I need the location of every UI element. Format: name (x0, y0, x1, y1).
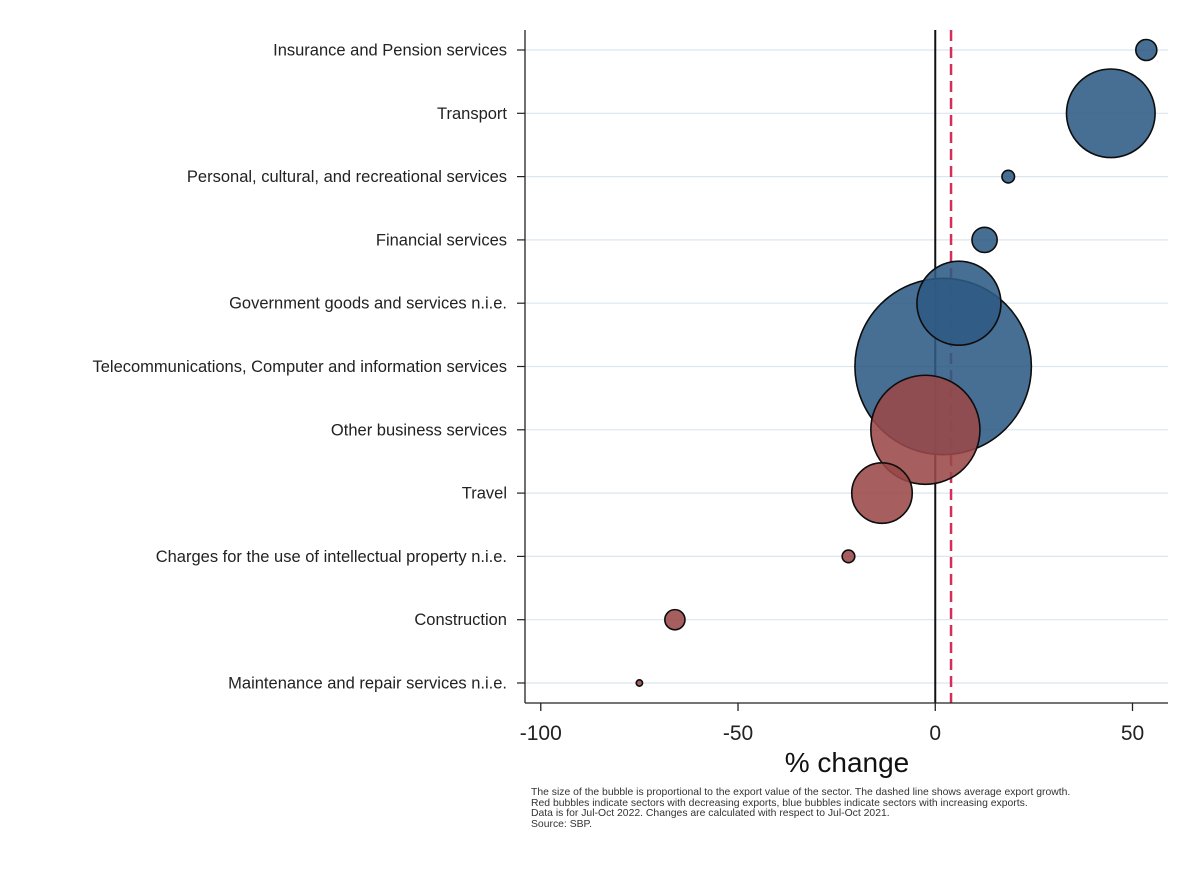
bubble (664, 608, 686, 631)
note-line: Source: SBP. (531, 818, 593, 830)
gridlines (525, 49, 1168, 684)
category-label: Insurance and Pension services (273, 42, 507, 60)
category-label: Government goods and services n.i.e. (229, 295, 507, 313)
category-label: Other business services (331, 421, 507, 439)
bubble (1001, 169, 1016, 184)
category-label: Transport (437, 105, 507, 123)
category-label: Telecommunications, Computer and informa… (92, 358, 507, 376)
axes: -100 -50 0 50 (517, 30, 1168, 745)
note-line: Data is for Jul-Oct 2022. Changes are ca… (531, 808, 890, 820)
category-label: Financial services (376, 231, 507, 249)
category-label: Construction (414, 611, 507, 629)
bubble (971, 226, 998, 254)
bubble (916, 260, 1002, 347)
x-tick-label: 50 (1121, 722, 1144, 745)
bubble (870, 374, 981, 486)
bubble (841, 549, 856, 564)
bubble (1135, 38, 1158, 62)
x-tick-label: -100 (520, 722, 562, 745)
note-line: The size of the bubble is proportional t… (531, 787, 1071, 798)
category-labels: Insurance and Pension services Transport P… (92, 42, 507, 693)
category-label: Personal, cultural, and recreational ser… (187, 168, 507, 186)
bubble (1065, 68, 1156, 159)
chart-notes: The size of the bubble is proportional t… (531, 787, 1199, 830)
category-label: Travel (462, 485, 507, 503)
bubble (635, 679, 644, 687)
x-tick-label: 0 (929, 722, 941, 745)
bubbles (635, 38, 1158, 687)
note-line: Red bubbles indicate sectors with decrea… (531, 797, 1028, 809)
x-axis-title: % change (785, 747, 910, 778)
bubble (850, 462, 914, 525)
category-label: Maintenance and repair services n.i.e. (228, 675, 507, 693)
x-tick-label: -50 (723, 722, 753, 745)
category-label: Charges for the use of intellectual prop… (156, 548, 507, 566)
